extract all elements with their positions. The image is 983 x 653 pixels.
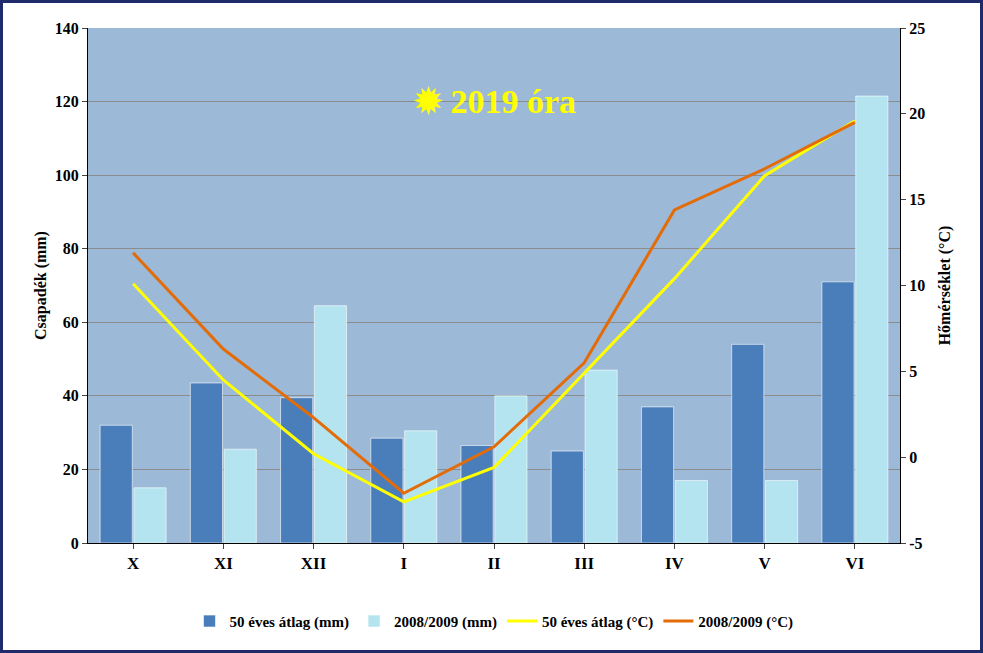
svg-text:X: X	[127, 554, 140, 573]
svg-text:50 éves átlag (°C): 50 éves átlag (°C)	[542, 614, 653, 631]
svg-text:IV: IV	[665, 554, 685, 573]
svg-text:5: 5	[909, 363, 917, 380]
svg-text:20: 20	[909, 105, 925, 122]
svg-text:60: 60	[63, 314, 79, 331]
svg-text:140: 140	[55, 20, 79, 37]
svg-text:I: I	[400, 554, 407, 573]
svg-text:0: 0	[909, 449, 917, 466]
svg-text:III: III	[574, 554, 594, 573]
svg-text:Hőmérséklet (°C): Hőmérséklet (°C)	[936, 226, 954, 346]
svg-text:XII: XII	[301, 554, 327, 573]
svg-text:25: 25	[909, 20, 925, 37]
svg-text:100: 100	[55, 167, 79, 184]
svg-text:0: 0	[71, 535, 79, 552]
svg-text:120: 120	[55, 93, 79, 110]
svg-text:XI: XI	[214, 554, 233, 573]
svg-text:✹ 2019 óra: ✹ 2019 óra	[413, 83, 576, 120]
svg-text:40: 40	[63, 387, 79, 404]
svg-text:2008/2009 (mm): 2008/2009 (mm)	[394, 614, 497, 631]
svg-text:10: 10	[909, 277, 925, 294]
svg-text:VI: VI	[845, 554, 864, 573]
svg-text:80: 80	[63, 240, 79, 257]
svg-text:15: 15	[909, 191, 925, 208]
svg-text:2008/2009 (°C): 2008/2009 (°C)	[698, 614, 793, 631]
svg-text:-5: -5	[909, 535, 922, 552]
svg-text:50 éves átlag (mm): 50 éves átlag (mm)	[230, 614, 350, 631]
svg-text:20: 20	[63, 461, 79, 478]
svg-text:Csapadék (mm): Csapadék (mm)	[32, 231, 50, 340]
svg-text:V: V	[759, 554, 772, 573]
svg-text:II: II	[487, 554, 501, 573]
